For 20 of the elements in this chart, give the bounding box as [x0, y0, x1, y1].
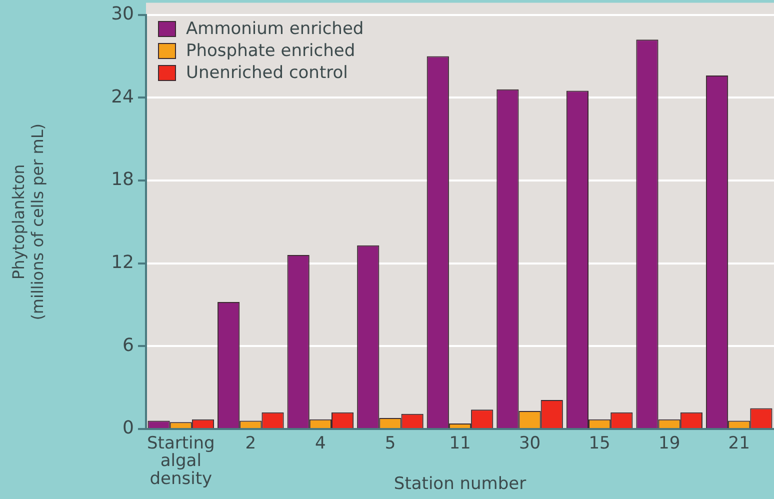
y-tick-label: 30: [111, 3, 134, 24]
y-tick-label: 0: [122, 418, 134, 439]
x-tick-label: 30: [518, 433, 541, 454]
y-tick-label: 18: [111, 169, 134, 190]
x-tick-label: 11: [449, 433, 471, 454]
legend-label: Ammonium enriched: [186, 18, 364, 40]
legend-label: Unenriched control: [186, 62, 348, 84]
x-tick-label: 15: [588, 433, 610, 454]
y-tick-label: 6: [122, 334, 134, 356]
y-tick-label: 24: [111, 86, 134, 108]
x-axis-title: Station number: [394, 474, 526, 494]
y-axis-title: Phytoplankton (millions of cells per mL): [8, 123, 47, 320]
x-tick-label: 2: [245, 433, 256, 454]
x-tick-label: 21: [728, 433, 750, 454]
y-tick-label: 12: [111, 252, 134, 273]
legend-label: Phosphate enriched: [186, 40, 356, 62]
x-tick-label: 19: [658, 433, 680, 454]
x-tick-label: 4: [315, 433, 326, 454]
x-tick-label: 5: [384, 433, 396, 454]
x-tick-label: Starting algal density: [146, 433, 215, 490]
